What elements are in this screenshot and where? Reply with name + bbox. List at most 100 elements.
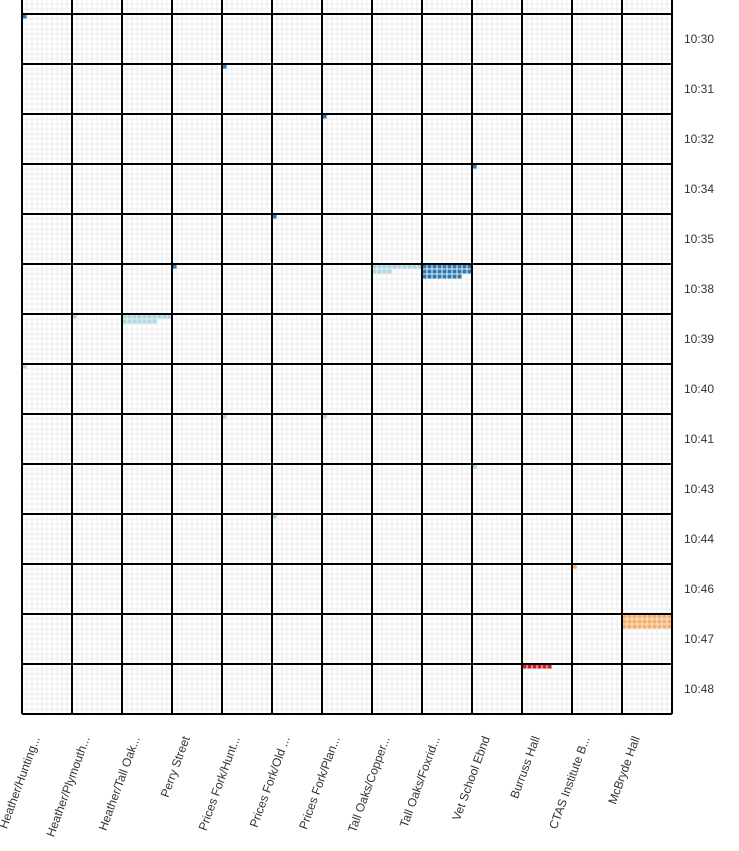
x-tick-label: Tall Oaks/Foxrid... [397, 734, 443, 829]
waffle-cell [667, 614, 672, 619]
x-tick-label: McBryde Hall [605, 734, 643, 806]
waffle-cell [392, 264, 397, 269]
x-tick-label: Heather/Hunting... [0, 734, 43, 830]
waffle-cell [222, 414, 227, 419]
x-tick-label: CTAS Institute B... [546, 734, 593, 831]
y-tick-label: 10:48 [684, 682, 714, 696]
waffle-cell [447, 274, 452, 279]
waffle-cell [377, 269, 382, 274]
waffle-cell [627, 619, 632, 624]
waffle-cell [127, 319, 132, 324]
waffle-cell [142, 319, 147, 324]
waffle-cell [437, 264, 442, 269]
waffle-cell [462, 264, 467, 269]
waffle-cell [452, 274, 457, 279]
y-tick-label: 10:43 [684, 482, 714, 496]
waffle-cell [522, 664, 527, 669]
waffle-cell [387, 264, 392, 269]
waffle-cell [637, 624, 642, 629]
waffle-cell [397, 264, 402, 269]
waffle-cell [657, 624, 662, 629]
x-tick-label: Prices Fork/Plan... [296, 734, 343, 831]
waffle-cell [662, 619, 667, 624]
waffle-cell [122, 319, 127, 324]
waffle-cell [667, 619, 672, 624]
waffle-cell [417, 264, 422, 269]
waffle-cell [622, 619, 627, 624]
waffle-cell [422, 264, 427, 269]
waffle-cell [22, 14, 27, 19]
waffle-cell [132, 319, 137, 324]
x-tick-label: Prices Fork/Old ... [247, 734, 293, 829]
waffle-cell [662, 624, 667, 629]
waffle-cell [667, 624, 672, 629]
waffle-cell [467, 269, 472, 274]
waffle-cell [442, 269, 447, 274]
x-axis-tick-labels: Heather/Hunting... Heather/Plymouth... Hea… [0, 734, 643, 839]
waffle-cell [72, 314, 77, 319]
waffle-cell [432, 264, 437, 269]
y-tick-label: 10:35 [684, 232, 714, 246]
waffle-cell [427, 274, 432, 279]
waffle-cell [147, 314, 152, 319]
x-tick-label: Burruss Hall [507, 734, 543, 800]
waffle-cell [147, 319, 152, 324]
waffle-cell [157, 314, 162, 319]
waffle-cell [637, 614, 642, 619]
waffle-cell [372, 269, 377, 274]
waffle-cell [222, 64, 227, 69]
y-tick-label: 10:34 [684, 182, 714, 196]
waffle-cell [652, 614, 657, 619]
waffle-cell [662, 614, 667, 619]
waffle-cell [427, 269, 432, 274]
waffle-cell [622, 624, 627, 629]
waffle-cell [537, 664, 542, 669]
waffle-cell [122, 314, 127, 319]
waffle-cell [132, 314, 137, 319]
waffle-cell [437, 274, 442, 279]
waffle-cell [322, 114, 327, 119]
tile-layer [22, 14, 672, 669]
y-axis-tick-labels: 10:30 10:31 10:32 10:34 10:35 10:38 10:39 10:40… [684, 32, 714, 696]
waffle-cell [467, 264, 472, 269]
y-tick-label: 10:46 [684, 582, 714, 596]
waffle-cell [572, 564, 577, 569]
x-tick-label: Vet School Ebnd [449, 734, 493, 822]
waffle-cell [642, 624, 647, 629]
waffle-cell [632, 614, 637, 619]
waffle-cell [372, 264, 377, 269]
waffle-cell [272, 514, 277, 519]
waffle-cell [382, 264, 387, 269]
waffle-cell [457, 269, 462, 274]
waffle-cell [422, 274, 427, 279]
waffle-cell [432, 269, 437, 274]
waffle-cell [442, 274, 447, 279]
y-tick-label: 10:40 [684, 382, 714, 396]
minor-grid [21, 0, 673, 715]
waffle-cell [427, 264, 432, 269]
y-tick-label: 10:31 [684, 82, 714, 96]
waffle-cell [127, 314, 132, 319]
waffle-cell [647, 619, 652, 624]
x-tick-label: Prices Fork/Hunt... [196, 734, 243, 832]
waffle-cell [527, 664, 532, 669]
y-tick-label: 10:39 [684, 332, 714, 346]
waffle-cell [657, 619, 662, 624]
waffle-cell [402, 264, 407, 269]
x-tick-label: Perry Street [158, 734, 193, 800]
waffle-cell [647, 624, 652, 629]
waffle-cell [472, 164, 477, 169]
waffle-cell [407, 264, 412, 269]
waffle-cell [322, 414, 327, 419]
waffle-cell [547, 664, 552, 669]
x-tick-label: Tall Oaks/Copper... [345, 734, 393, 834]
waffle-cell [627, 614, 632, 619]
y-tick-label: 10:32 [684, 132, 714, 146]
y-tick-label: 10:41 [684, 432, 714, 446]
waffle-cell [457, 264, 462, 269]
y-tick-label: 10:47 [684, 632, 714, 646]
waffle-cell [162, 314, 167, 319]
y-tick-label: 10:44 [684, 532, 714, 546]
waffle-cell [652, 619, 657, 624]
